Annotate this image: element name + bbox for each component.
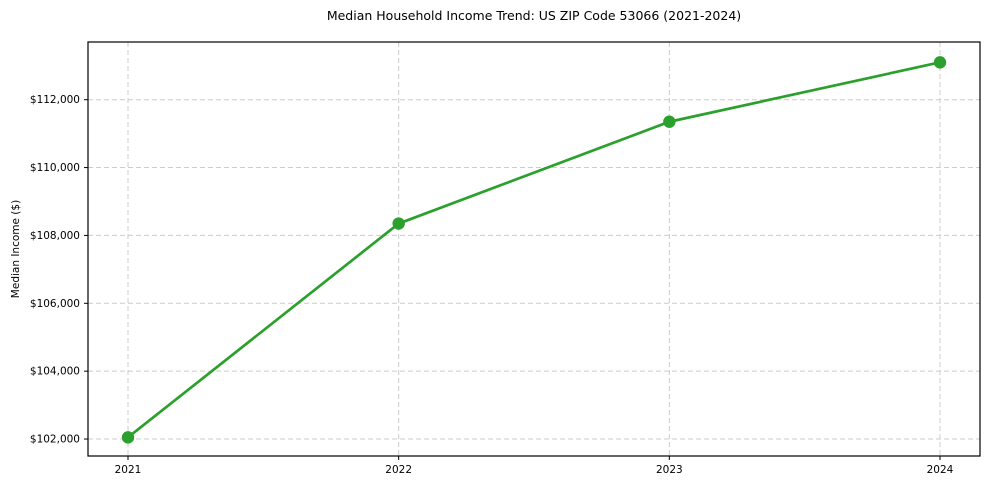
y-tick-label: $104,000 (30, 366, 80, 378)
y-tick-label: $112,000 (30, 94, 80, 106)
plot-background (88, 42, 980, 456)
y-tick-label: $106,000 (30, 298, 80, 310)
data-point-marker (933, 56, 947, 69)
y-tick-label: $110,000 (30, 162, 80, 174)
data-point-marker (392, 217, 405, 230)
y-axis-label: Median Income ($) (10, 199, 22, 299)
y-tick-label: $102,000 (30, 434, 80, 446)
x-tick-label: 2021 (115, 464, 142, 476)
data-point-marker (663, 115, 676, 128)
x-tick-label: 2024 (927, 464, 954, 476)
chart-title: Median Household Income Trend: US ZIP Co… (326, 8, 742, 23)
plot-border (87, 41, 981, 457)
trend-line (126, 61, 942, 439)
x-tick-label: 2023 (656, 464, 683, 476)
x-tick-label: 2022 (385, 464, 412, 476)
data-point-marker (121, 431, 135, 444)
y-tick-label: $108,000 (30, 230, 80, 242)
